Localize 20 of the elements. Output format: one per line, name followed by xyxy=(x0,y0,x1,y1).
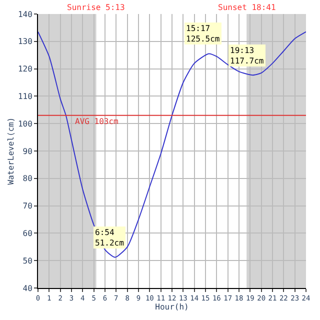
y-tick-label: 120 xyxy=(18,64,33,74)
y-tick-label: 130 xyxy=(18,37,33,46)
annotation: 19:13 117.7cm xyxy=(230,46,264,66)
x-axis-title: Hour(h) xyxy=(155,302,189,312)
ref-line-label: AVG 103cm xyxy=(75,117,119,126)
y-tick-label: 50 xyxy=(22,256,33,266)
y-tick-label: 60 xyxy=(22,229,33,238)
y-axis-title: WaterLevel(cm) xyxy=(6,117,16,185)
y-tick-label: 110 xyxy=(18,92,33,101)
annotation: 15:17 125.5cm xyxy=(186,24,220,44)
y-tick-label: 40 xyxy=(22,284,33,293)
y-tick-label: 80 xyxy=(22,174,33,184)
text: Sunset 18:41 xyxy=(218,3,276,12)
line-series xyxy=(38,31,306,258)
y-tick-label: 140 xyxy=(18,10,33,19)
annotation: 6:54 51.2cm xyxy=(95,228,124,248)
y-tick-label: 90 xyxy=(22,146,33,156)
y-tick-label: 70 xyxy=(22,202,33,211)
y-tick-label: 100 xyxy=(18,119,33,128)
text: Sunrise 5:13 xyxy=(67,3,125,12)
